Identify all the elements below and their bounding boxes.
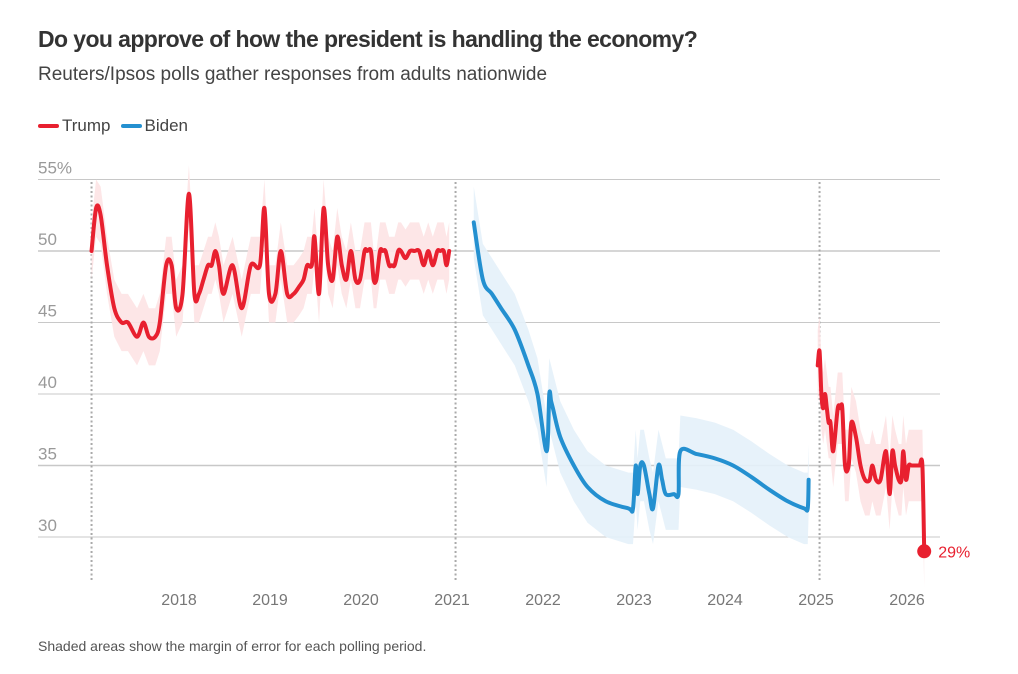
legend-item-trump: Trump bbox=[38, 116, 111, 136]
x-tick-label-2019: 2019 bbox=[252, 592, 288, 609]
x-tick-label-2018: 2018 bbox=[161, 592, 197, 609]
chart-subtitle: Reuters/Ipsos polls gather responses fro… bbox=[38, 64, 548, 85]
x-tick-label-2023: 2023 bbox=[616, 592, 652, 609]
end-annotation: 29% bbox=[917, 544, 970, 561]
footnote: Shaded areas show the margin of error fo… bbox=[38, 638, 427, 654]
y-tick-label-35: 35 bbox=[38, 445, 57, 464]
y-tick-label-30: 30 bbox=[38, 516, 57, 535]
legend-item-biden: Biden bbox=[120, 116, 188, 136]
x-tick-label-2025: 2025 bbox=[798, 592, 834, 609]
legend-label-trump: Trump bbox=[62, 116, 111, 135]
x-tick-label-2026: 2026 bbox=[889, 592, 925, 609]
band-first-term bbox=[91, 165, 450, 366]
legend-label-biden: Biden bbox=[144, 116, 188, 135]
line-trump-second-term bbox=[815, 348, 927, 554]
chart-title: Do you approve of how the president is h… bbox=[38, 26, 698, 52]
margin-of-error-bands bbox=[91, 165, 925, 588]
end-point-marker bbox=[917, 544, 932, 559]
x-tick-label-2024: 2024 bbox=[707, 592, 743, 609]
y-tick-label-40: 40 bbox=[38, 373, 57, 392]
y-axis-ticks: 55% 50 45 40 35 30 bbox=[38, 159, 72, 536]
y-tick-label-45: 45 bbox=[38, 302, 57, 321]
end-value-label: 29% bbox=[938, 544, 970, 561]
y-tick-label-55: 55% bbox=[38, 159, 72, 178]
x-tick-label-2021: 2021 bbox=[434, 592, 470, 609]
x-tick-label-2022: 2022 bbox=[525, 592, 561, 609]
x-axis-ticks: 2018 2019 2020 2021 2022 2023 2024 2025 2026 bbox=[161, 592, 925, 609]
legend: Trump Biden bbox=[38, 116, 198, 136]
line-trump-first-term bbox=[89, 191, 452, 341]
band-biden bbox=[473, 186, 809, 545]
line-biden bbox=[471, 220, 811, 514]
band-second-term bbox=[817, 315, 925, 588]
series-lines bbox=[89, 191, 927, 554]
legend-swatch-biden bbox=[120, 124, 142, 128]
y-tick-label-50: 50 bbox=[38, 230, 57, 249]
term-dividers bbox=[90, 182, 821, 580]
legend-swatch-trump bbox=[38, 124, 59, 128]
x-tick-label-2020: 2020 bbox=[343, 592, 379, 609]
